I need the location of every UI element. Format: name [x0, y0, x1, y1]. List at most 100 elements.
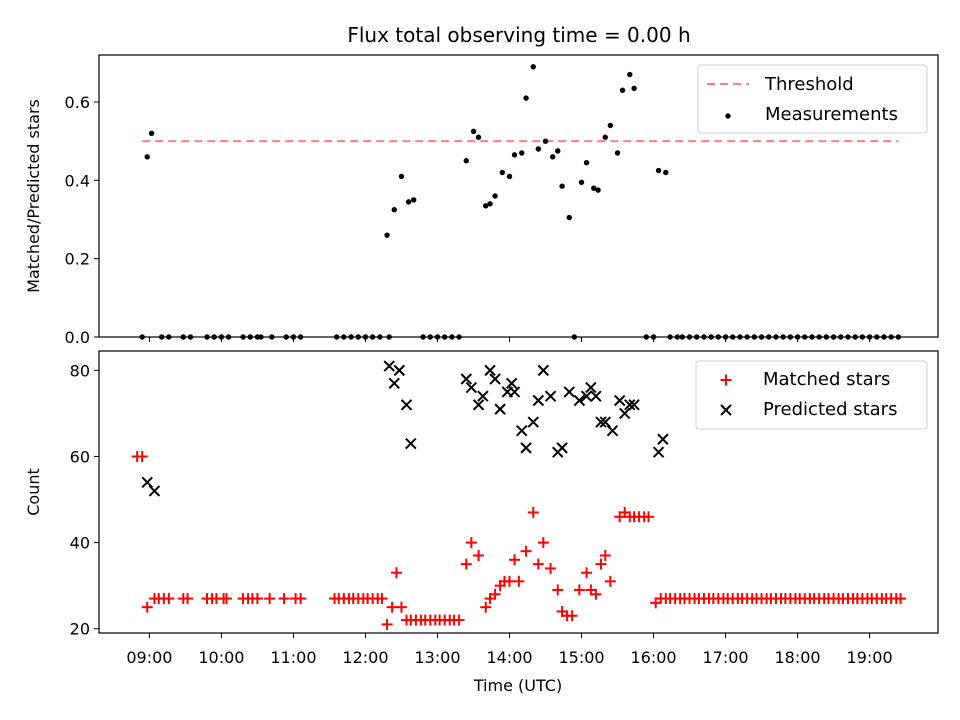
matched-star-point: [532, 558, 544, 570]
predicted-star-point: [624, 399, 636, 411]
measurement-point: [730, 334, 736, 340]
top-legend: Threshold Measurements: [697, 64, 928, 134]
predicted-star-point: [505, 377, 518, 389]
bottom-x-tick-label: 09:00: [126, 648, 172, 667]
matched-star-point: [295, 593, 307, 605]
predicted-star-point: [148, 485, 161, 497]
measurement-point: [794, 334, 801, 340]
measurement-point: [852, 334, 858, 340]
measurement-point: [362, 334, 369, 340]
measurement-point: [650, 334, 657, 340]
measurement-point: [802, 334, 808, 340]
measurement-point: [506, 173, 513, 180]
matched-star-point: [509, 554, 521, 566]
measurement-point: [888, 334, 894, 340]
matched-star-point: [566, 610, 578, 622]
predicted-star-point: [563, 386, 575, 398]
matched-star-point: [581, 567, 593, 579]
predicted-star-point: [613, 394, 626, 407]
measurement-point: [463, 158, 469, 164]
top-y-tick-label: 0.2: [65, 250, 90, 269]
matched-star-point: [182, 593, 194, 605]
matched-star-point: [480, 601, 492, 613]
measurement-point: [722, 334, 729, 340]
measurement-point: [773, 334, 779, 340]
measurement-point: [830, 334, 837, 340]
measurement-point: [519, 150, 525, 156]
predicted-star-point: [489, 373, 501, 385]
measurement-point: [269, 334, 275, 340]
predicted-star-point: [652, 446, 665, 458]
matched-star-point: [465, 537, 477, 549]
matched-star-point: [642, 511, 654, 523]
predicted-star-point: [532, 394, 545, 407]
measurement-point: [667, 334, 673, 340]
predicted-star-point: [405, 437, 417, 450]
measurement-point: [144, 154, 150, 160]
measurement-point: [708, 334, 714, 340]
measurement-point: [602, 134, 608, 140]
bottom-x-tick-label: 14:00: [486, 648, 532, 667]
measurement-point: [751, 334, 758, 340]
measurement-point: [341, 334, 347, 340]
bottom-x-tick-label: 13:00: [414, 648, 460, 667]
matched-star-point: [537, 537, 549, 549]
matched-star-point: [545, 562, 557, 574]
predicted-star-point: [393, 364, 406, 377]
predicted-star-point: [472, 399, 485, 411]
bottom-y-tick-label: 40: [70, 534, 90, 553]
measurements-legend-swatch: [725, 113, 731, 119]
matched-star-point: [395, 601, 407, 613]
top-legend-box: [697, 64, 928, 134]
matched-star-point: [473, 550, 485, 562]
measurement-point: [487, 201, 493, 207]
top-panel: 0.0 0.2 0.4 0.6 Matched/Predicted stars Thr…: [24, 54, 939, 347]
matched-star-point: [599, 550, 611, 562]
measurement-point: [441, 334, 448, 340]
predicted-star-point: [520, 442, 532, 454]
predicted-star-point: [544, 390, 557, 402]
measurement-point: [377, 334, 383, 340]
measurement-point: [405, 199, 412, 205]
measurement-point: [148, 130, 155, 137]
bottom-x-ticks: 09:00 10:00 11:00 12:00 13:00 14:00 15:00 16:00…: [126, 633, 893, 667]
measurement-point: [283, 334, 289, 340]
measurement-point: [715, 334, 722, 340]
matched-star-point: [590, 588, 602, 600]
measurement-point: [866, 334, 873, 340]
measurement-point: [838, 334, 844, 340]
matched-star-point: [163, 593, 175, 605]
bottom-legend-box: [695, 360, 928, 430]
measurement-point: [766, 334, 772, 340]
measurement-point: [511, 152, 518, 158]
matched-star-point: [264, 593, 276, 605]
measurement-point: [679, 334, 686, 340]
matched-star-point: [513, 575, 525, 587]
measurement-point: [559, 183, 565, 189]
predicted-star-point: [573, 394, 586, 407]
measurement-point: [247, 334, 253, 340]
measurement-point: [333, 334, 340, 340]
measurement-point: [427, 334, 433, 340]
bottom-x-tick-label: 16:00: [630, 648, 676, 667]
measurement-point: [550, 154, 556, 160]
top-y-axis-label: Matched/Predicted stars: [24, 99, 43, 293]
measurement-point: [449, 334, 455, 340]
matched-star-point: [527, 506, 539, 518]
bottom-y-tick-label: 80: [70, 361, 90, 380]
measurement-point: [614, 150, 621, 156]
bottom-y-tick-label: 60: [70, 447, 90, 466]
bottom-x-tick-label: 15:00: [558, 648, 604, 667]
measurement-point: [571, 334, 578, 340]
measurement-point: [674, 334, 680, 340]
measurement-point: [686, 334, 693, 340]
measurement-point: [391, 207, 397, 213]
measurement-point: [663, 169, 669, 176]
predicted-legend-swatch: [720, 404, 732, 416]
predicted-star-point: [508, 386, 521, 398]
threshold-legend-label: Threshold: [764, 74, 854, 95]
measurement-point: [297, 334, 304, 340]
measurement-point: [225, 334, 232, 340]
predicted-stars-points: [141, 360, 669, 497]
